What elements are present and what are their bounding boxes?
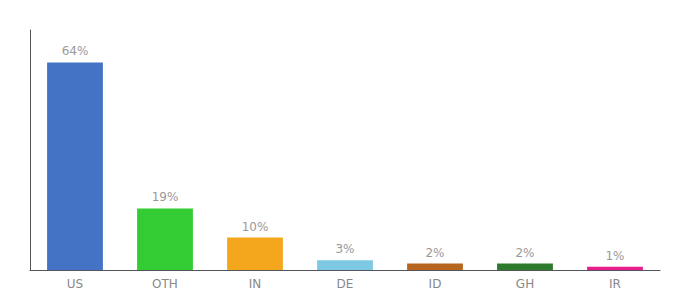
svg-text:3%: 3% <box>335 242 354 256</box>
svg-text:2%: 2% <box>425 246 444 260</box>
svg-text:IR: IR <box>609 277 621 291</box>
svg-text:GH: GH <box>516 277 534 291</box>
svg-text:ID: ID <box>429 277 442 291</box>
svg-text:DE: DE <box>337 277 354 291</box>
svg-text:1%: 1% <box>605 249 624 263</box>
svg-text:OTH: OTH <box>152 277 178 291</box>
svg-text:2%: 2% <box>515 246 534 260</box>
svg-text:64%: 64% <box>62 44 89 58</box>
svg-text:US: US <box>67 277 83 291</box>
svg-text:10%: 10% <box>242 220 269 234</box>
svg-text:IN: IN <box>249 277 262 291</box>
svg-text:19%: 19% <box>152 190 179 204</box>
